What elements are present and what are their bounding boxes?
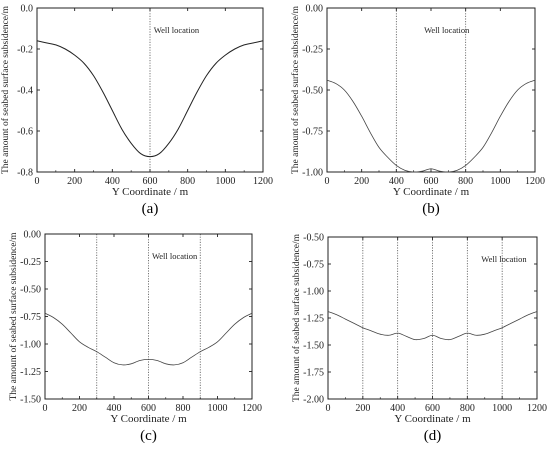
y-axis-label: The amount of seabed surface subsidence/… xyxy=(0,5,11,174)
y-axis-label: The amount of seabed surface subsidence/… xyxy=(8,232,19,401)
y-tick-label: -0.75 xyxy=(20,312,41,323)
y-tick-label: -0.50 xyxy=(302,86,323,97)
x-axis-label: Y Coordinate / m xyxy=(394,413,471,425)
x-tick-label: 200 xyxy=(67,176,82,187)
y-tick-label: 0.00 xyxy=(306,4,324,15)
x-tick-label: 1200 xyxy=(525,176,545,187)
y-tick-label: 0.0 xyxy=(21,4,34,15)
y-axis-label: The amount of seabed surface subsidence/… xyxy=(290,5,301,174)
y-tick-label: -0.50 xyxy=(20,285,41,296)
y-tick-label: -1.25 xyxy=(303,314,324,325)
y-tick-label: -0.25 xyxy=(20,257,41,268)
y-tick-label: -1.50 xyxy=(20,395,41,406)
y-tick-label: -0.2 xyxy=(17,45,33,56)
y-tick-label: -1.50 xyxy=(303,341,324,352)
well-location-annotation: Well location xyxy=(152,251,198,261)
well-location-annotation: Well location xyxy=(154,25,200,35)
x-tick-label: 400 xyxy=(107,403,122,414)
x-tick-label: 600 xyxy=(143,176,158,187)
x-tick-label: 1200 xyxy=(253,176,273,187)
y-tick-label: -0.4 xyxy=(17,86,33,97)
x-tick-label: 400 xyxy=(390,403,405,414)
x-axis-label: Y Coordinate / m xyxy=(110,413,187,425)
panel-c: 0 200 400 600 800 1000 1200 0.00 -0.25 -0.50 -0.75… xyxy=(8,230,262,445)
x-tick-label: 200 xyxy=(354,176,369,187)
y-tick-label: -0.25 xyxy=(302,45,323,56)
plot-frame xyxy=(44,233,253,400)
x-tick-label: 0 xyxy=(325,176,330,187)
x-tick-label: 200 xyxy=(355,403,370,414)
panel-label: (c) xyxy=(140,428,157,444)
y-tick-label: -2.00 xyxy=(303,395,324,406)
x-tick-label: 1000 xyxy=(208,403,228,414)
x-tick-label: 1200 xyxy=(242,403,262,414)
x-tick-label: 0 xyxy=(35,176,40,187)
x-tick-label: 400 xyxy=(389,176,404,187)
panel-a: 0 200 400 600 800 1000 1200 0.0 -0.2 -0.4 -0.6 -0.8… xyxy=(0,4,273,218)
subsidence-curve xyxy=(44,312,253,366)
x-tick-label: 800 xyxy=(176,403,191,414)
x-tick-label: 0 xyxy=(326,403,331,414)
subsidence-curve xyxy=(326,79,536,173)
y-tick-label: 0.00 xyxy=(24,230,42,241)
panel-label: (b) xyxy=(422,201,440,217)
x-tick-label: 0 xyxy=(43,403,48,414)
y-tick-label: -0.6 xyxy=(17,127,33,138)
x-tick-label: 1000 xyxy=(490,176,510,187)
x-tick-label: 1000 xyxy=(492,403,512,414)
y-tick-label: -1.00 xyxy=(302,168,323,179)
y-tick-label: -1.00 xyxy=(303,287,324,298)
y-tick-label: -0.75 xyxy=(303,260,324,271)
well-location-annotation: Well location xyxy=(424,25,470,35)
y-axis-label: The amount of seabed surface subsidence/… xyxy=(291,233,302,402)
x-tick-label: 1200 xyxy=(527,403,547,414)
y-tick-label: -1.75 xyxy=(303,368,324,379)
well-location-annotation: Well location xyxy=(481,254,527,264)
x-tick-label: 600 xyxy=(425,403,440,414)
x-tick-label: 1000 xyxy=(215,176,235,187)
x-tick-label: 800 xyxy=(180,176,195,187)
x-tick-label: 600 xyxy=(424,176,439,187)
x-tick-label: 800 xyxy=(460,403,475,414)
y-tick-label: -0.75 xyxy=(302,127,323,138)
y-tick-label: -0.8 xyxy=(17,168,33,179)
subsidence-curve xyxy=(36,40,264,158)
panel-b: 0 200 400 600 800 1000 1200 0.00 -0.25 -0.50 -0.75… xyxy=(290,4,545,218)
panel-label: (a) xyxy=(142,201,159,217)
x-tick-label: 800 xyxy=(458,176,473,187)
x-tick-label: 600 xyxy=(141,403,156,414)
x-axis-label: Y Coordinate / m xyxy=(393,186,470,198)
x-tick-label: 400 xyxy=(105,176,120,187)
x-tick-label: 200 xyxy=(72,403,87,414)
panel-d: 0 200 400 600 800 1000 1200 -0.50 -0.75 -1.00 -1.2… xyxy=(291,233,547,445)
subsidence-curve xyxy=(327,311,538,341)
y-tick-label: -1.25 xyxy=(20,367,41,378)
panel-label: (d) xyxy=(424,428,442,444)
x-axis-label: Y Coordinate / m xyxy=(112,186,189,198)
y-tick-label: -0.50 xyxy=(303,233,324,244)
y-tick-label: -1.00 xyxy=(20,340,41,351)
